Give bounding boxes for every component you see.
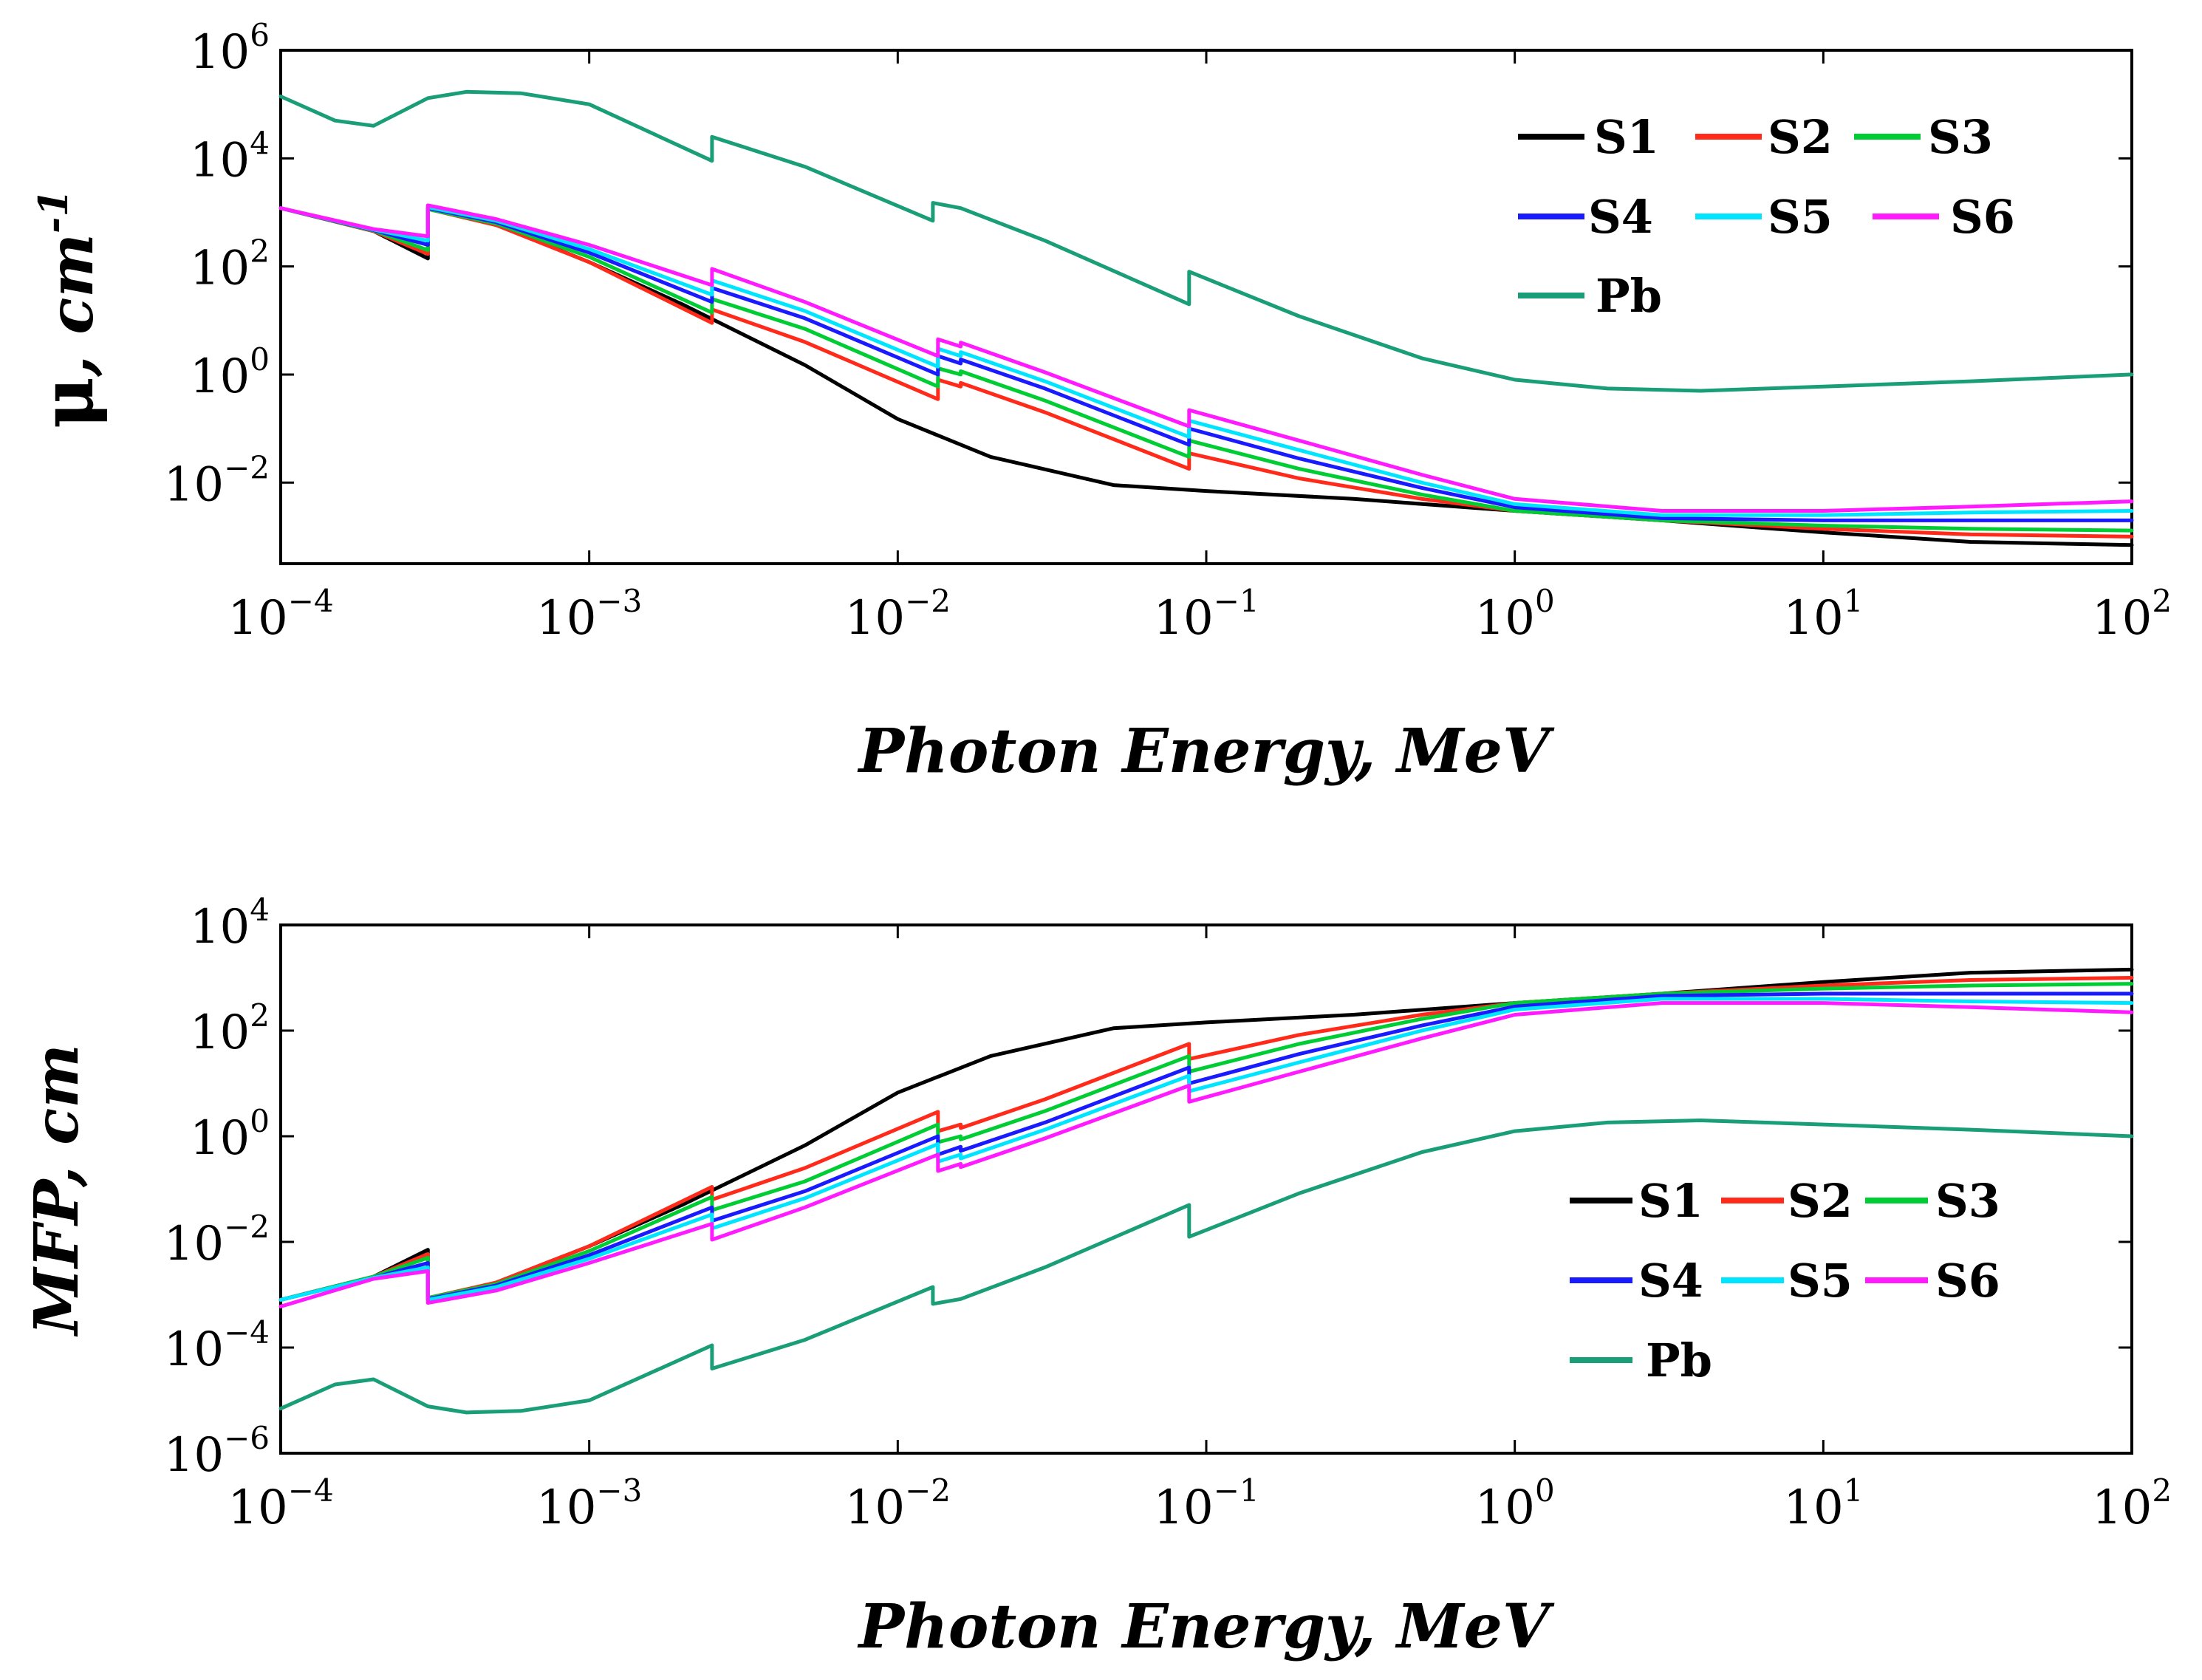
series-line-s5 bbox=[278, 205, 2134, 517]
x-tick-label: 10−2 bbox=[845, 1472, 951, 1535]
legend-item-s6: S6 bbox=[1873, 190, 2015, 244]
series-line-s1 bbox=[278, 967, 2134, 1302]
y-tick-label: 10−6 bbox=[164, 1420, 270, 1483]
legend-item-s5: S5 bbox=[1721, 1254, 1853, 1308]
series-line-s1 bbox=[278, 206, 2134, 547]
mfp-chart: 10−4 10−3 10−2 10−1 100 101 102 10410210010−21… bbox=[21, 892, 2172, 1662]
series-line-s2 bbox=[278, 976, 2134, 1302]
legend-label-s1: S1 bbox=[1638, 1174, 1703, 1228]
legend-label-s6: S6 bbox=[1950, 190, 2015, 244]
x-tick-label: 102 bbox=[2092, 583, 2172, 646]
legend-label-s3: S3 bbox=[1935, 1174, 2000, 1228]
legend-item-s5: S5 bbox=[1695, 190, 1833, 244]
legend-item-s2: S2 bbox=[1721, 1174, 1853, 1228]
legend-label-s4: S4 bbox=[1588, 190, 1653, 244]
y-axis-title: μ, cm-1 bbox=[26, 189, 109, 428]
x-axis: 10−4 10−3 10−2 10−1 100 101 102 bbox=[228, 925, 2172, 1535]
y-axis-unit-exponent: -1 bbox=[30, 189, 77, 233]
legend-item-s4: S4 bbox=[1518, 190, 1653, 244]
legend-label-s3: S3 bbox=[1928, 110, 1993, 164]
legend-label-pb: Pb bbox=[1646, 1334, 1712, 1387]
series-line-s4 bbox=[278, 206, 2134, 522]
legend-item-s3: S3 bbox=[1854, 110, 1993, 164]
legend-label-s1: S1 bbox=[1594, 110, 1659, 164]
legend-item-s1: S1 bbox=[1570, 1174, 1703, 1228]
x-tick-label: 10−2 bbox=[845, 583, 951, 646]
x-axis-title: Photon Energy, MeV bbox=[858, 716, 1555, 787]
legend-item-s4: S4 bbox=[1570, 1254, 1703, 1308]
y-tick-label: 104 bbox=[190, 125, 270, 188]
x-tick-label: 100 bbox=[1475, 1472, 1555, 1535]
legend: S1 S2 S3 S4 S5 S6 bbox=[1570, 1174, 2000, 1387]
x-tick-label: 101 bbox=[1783, 583, 1863, 646]
y-tick-label: 10−2 bbox=[164, 1209, 270, 1271]
legend-item-pb: Pb bbox=[1570, 1334, 1712, 1387]
y-axis: 106 104 102 100 10−2 bbox=[164, 17, 2132, 512]
series-line-s4 bbox=[278, 991, 2134, 1302]
series-line-s3 bbox=[278, 982, 2134, 1302]
x-tick-label: 10−1 bbox=[1153, 1472, 1259, 1535]
x-tick-label: 102 bbox=[2092, 1472, 2172, 1535]
x-tick-label: 10−4 bbox=[228, 1472, 333, 1535]
x-tick-label: 10−3 bbox=[536, 583, 642, 646]
series-line-pb bbox=[278, 89, 2134, 393]
legend-label-s4: S4 bbox=[1638, 1254, 1703, 1308]
x-tick-label: 10−4 bbox=[228, 583, 333, 646]
legend-item-s3: S3 bbox=[1865, 1174, 2000, 1228]
legend-label-s5: S5 bbox=[1788, 1254, 1853, 1308]
y-tick-label: 102 bbox=[190, 233, 270, 296]
y-axis-title: MFP, cm bbox=[21, 1044, 92, 1337]
legend-item-pb: Pb bbox=[1518, 269, 1662, 323]
y-tick-label: 10−2 bbox=[164, 449, 270, 512]
y-axis-unit: , cm bbox=[36, 233, 107, 378]
legend-label-s2: S2 bbox=[1768, 110, 1833, 164]
y-tick-label: 100 bbox=[190, 1103, 270, 1166]
x-tick-label: 10−3 bbox=[536, 1472, 642, 1535]
y-axis-symbol: μ bbox=[26, 377, 109, 428]
y-tick-label: 102 bbox=[190, 997, 270, 1060]
x-tick-label: 101 bbox=[1783, 1472, 1863, 1535]
y-tick-label: 106 bbox=[190, 17, 270, 80]
legend-label-pb: Pb bbox=[1596, 269, 1662, 323]
y-tick-label: 100 bbox=[190, 341, 270, 404]
x-tick-label: 10−1 bbox=[1153, 583, 1259, 646]
series-line-s2 bbox=[278, 206, 2134, 539]
y-tick-label: 10−4 bbox=[164, 1314, 270, 1377]
x-tick-label: 100 bbox=[1475, 583, 1555, 646]
y-tick-label: 104 bbox=[190, 892, 270, 955]
series-line-s6 bbox=[278, 203, 2134, 513]
legend-item-s2: S2 bbox=[1695, 110, 1833, 164]
series-line-s6 bbox=[278, 1001, 2134, 1308]
legend-label-s5: S5 bbox=[1768, 190, 1833, 244]
series-line-s3 bbox=[278, 206, 2134, 533]
series-line-s5 bbox=[278, 997, 2134, 1302]
legend-item-s1: S1 bbox=[1518, 110, 1659, 164]
plot-frame bbox=[279, 49, 2133, 565]
series-lines bbox=[278, 967, 2134, 1415]
x-axis: 10−4 10−3 10−2 10−1 100 101 102 bbox=[228, 50, 2172, 646]
legend-item-s6: S6 bbox=[1865, 1254, 2000, 1308]
legend-label-s2: S2 bbox=[1788, 1174, 1853, 1228]
series-line-pb bbox=[278, 1119, 2134, 1415]
attenuation-chart: 10−4 10−3 10−2 10−1 100 101 102 10610410210010… bbox=[26, 17, 2172, 787]
x-axis-title: Photon Energy, MeV bbox=[858, 1591, 1555, 1662]
legend-label-s6: S6 bbox=[1935, 1254, 2000, 1308]
legend: S1 S2 S3 S4 S5 S6 bbox=[1518, 110, 2015, 323]
series-lines bbox=[278, 89, 2134, 547]
